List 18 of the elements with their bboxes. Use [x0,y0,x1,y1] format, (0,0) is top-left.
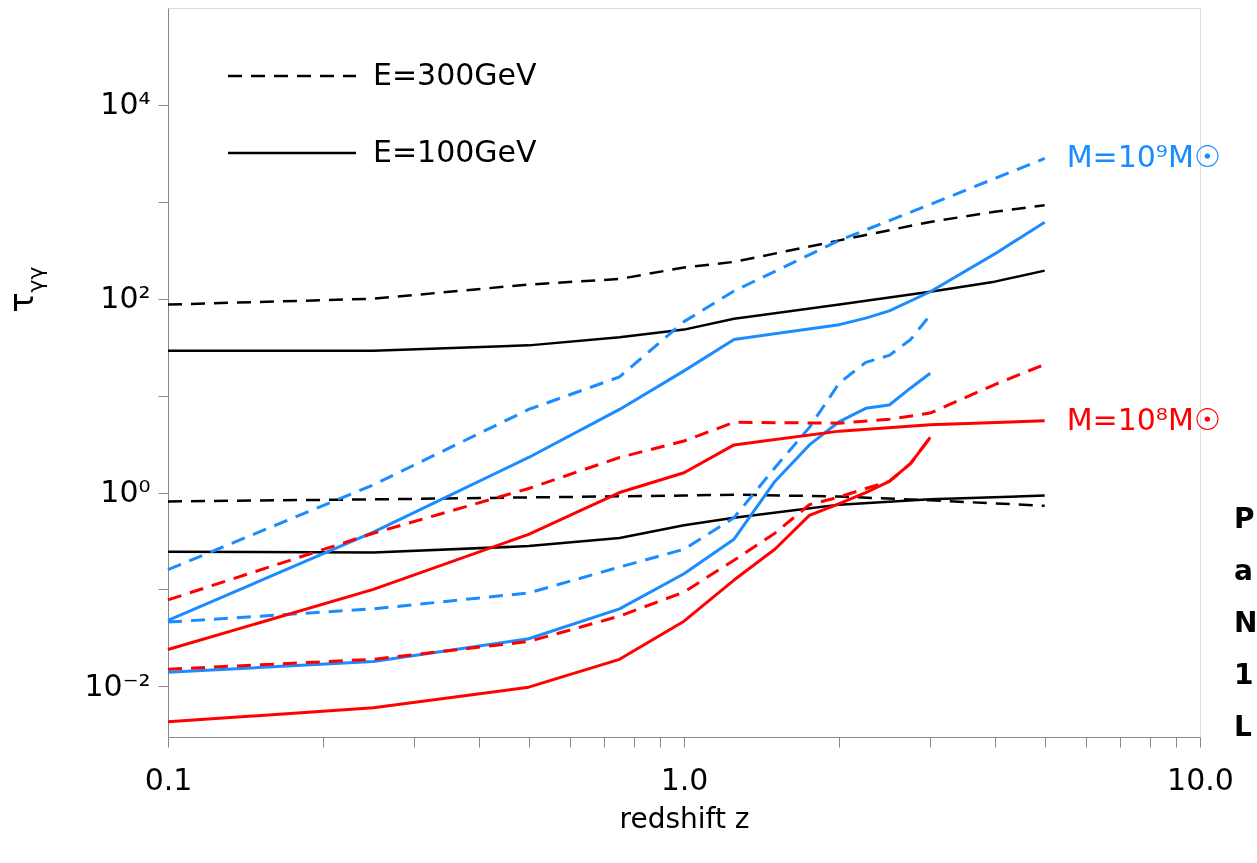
text: a [1234,554,1253,587]
text: 1 [1234,658,1254,691]
y-tick-label: 10⁴ [100,86,151,122]
x-axis-title: redshift z [619,801,750,835]
series-label: M=10⁸M☉ [1066,401,1221,437]
x-tick-label: 10.0 [1167,761,1234,797]
legend-label: E=100GeV [373,134,538,169]
legend-label: E=300GeV [373,57,538,92]
text: P [1234,502,1255,535]
y-tick-label: 10⁰ [100,474,151,510]
x-tick-label: 1.0 [660,761,709,797]
y-tick-label: 10² [100,280,151,316]
y-axis-title: τγγ [1,266,48,313]
series-label: M=10⁹M☉ [1066,139,1221,175]
x-tick-label: 0.1 [144,761,193,797]
y-tick-label: 10⁻² [84,667,151,703]
text: L [1234,710,1252,743]
text: N [1234,606,1257,639]
